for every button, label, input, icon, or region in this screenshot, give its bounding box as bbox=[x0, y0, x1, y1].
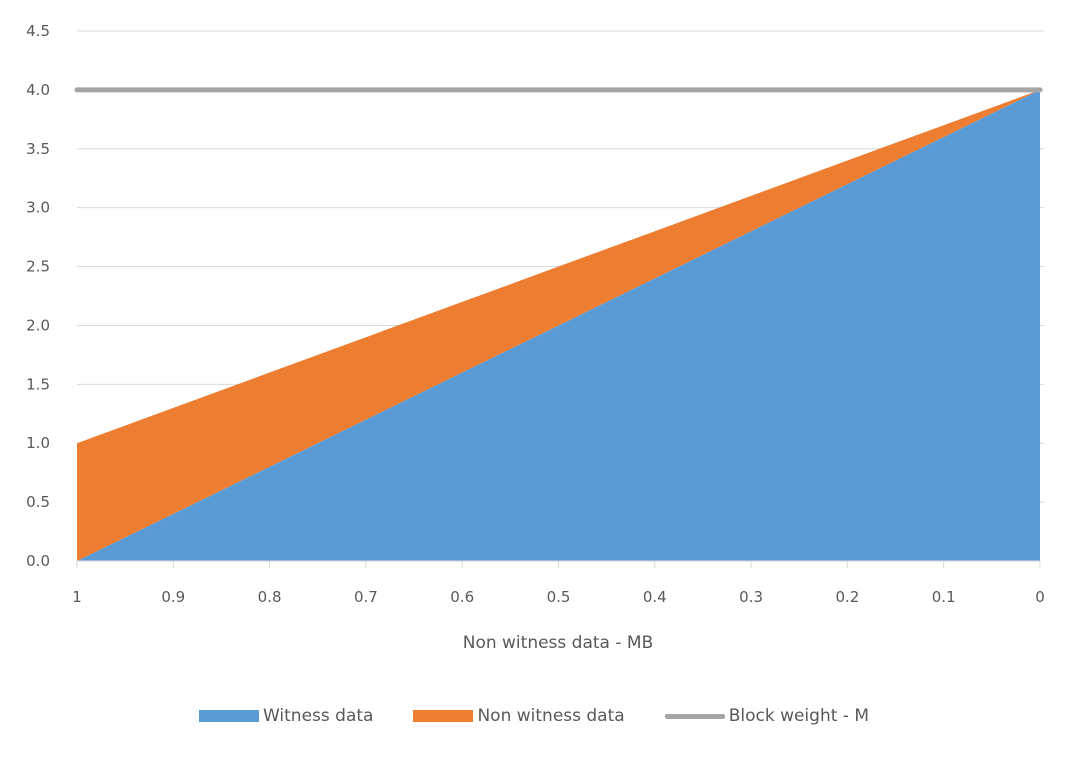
x-tick-label: 1 bbox=[72, 588, 82, 606]
x-axis-title: Non witness data - MB bbox=[463, 633, 654, 653]
y-tick-label: 4.0 bbox=[26, 81, 50, 99]
non-witness-swatch-icon bbox=[413, 710, 474, 722]
x-tick-label: 0 bbox=[1035, 588, 1045, 606]
legend-item-block-weight: Block weight - M bbox=[664, 706, 869, 726]
chart-plot-area: 1 0.9 0.8 0.7 0.6 0.5 0.4 0.3 0.2 0.1 0 0.0 0.5 1.0 1… bbox=[26, 22, 1045, 653]
area-series bbox=[77, 89, 1040, 561]
y-axis: 0.0 0.5 1.0 1.5 2.0 2.5 3.0 3.5 4.0 4.5 bbox=[26, 22, 50, 570]
legend: Witness data Non witness data Block weig… bbox=[0, 706, 1068, 726]
y-tick-label: 4.5 bbox=[26, 22, 50, 40]
y-tick-label: 1.0 bbox=[26, 434, 50, 452]
y-tick-label: 2.0 bbox=[26, 316, 50, 334]
y-tick-label: 2.5 bbox=[26, 258, 50, 276]
legend-label: Witness data bbox=[262, 706, 374, 726]
x-tick-label: 0.1 bbox=[932, 588, 956, 606]
legend-label: Block weight - M bbox=[728, 706, 869, 726]
legend-label: Non witness data bbox=[477, 706, 625, 726]
witness-swatch-icon bbox=[198, 710, 259, 722]
x-tick-label: 0.7 bbox=[354, 588, 378, 606]
x-tick-label: 0.2 bbox=[835, 588, 859, 606]
x-tick-label: 0.5 bbox=[547, 588, 571, 606]
x-tick-label: 0.8 bbox=[258, 588, 282, 606]
area-non-witness-data bbox=[77, 89, 1040, 561]
x-tick-label: 0.6 bbox=[450, 588, 474, 606]
y-tick-label: 1.5 bbox=[26, 375, 50, 393]
y-tick-label: 3.0 bbox=[26, 199, 50, 217]
x-axis: 1 0.9 0.8 0.7 0.6 0.5 0.4 0.3 0.2 0.1 0 bbox=[72, 560, 1045, 606]
y-tick-label: 0.5 bbox=[26, 493, 50, 511]
x-tick-label: 0.4 bbox=[643, 588, 667, 606]
legend-item-witness: Witness data bbox=[198, 706, 374, 726]
y-tick-label: 3.5 bbox=[26, 140, 50, 158]
legend-item-non-witness: Non witness data bbox=[413, 706, 625, 726]
x-tick-label: 0.9 bbox=[161, 588, 185, 606]
block-weight-swatch-icon bbox=[664, 713, 725, 719]
x-tick-label: 0.3 bbox=[739, 588, 763, 606]
y-tick-label: 0.0 bbox=[26, 552, 50, 570]
